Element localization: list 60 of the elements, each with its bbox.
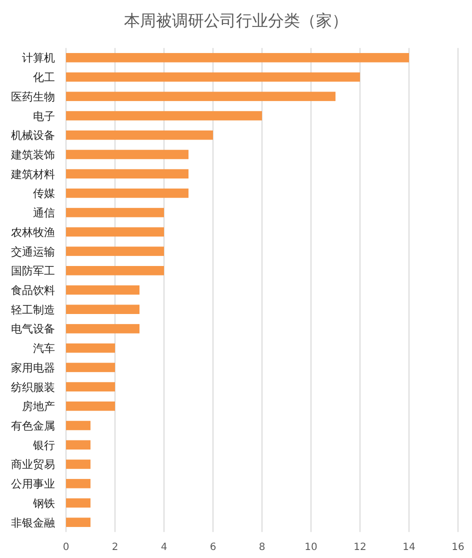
bar [66,208,164,218]
y-tick-label: 银行 [32,438,55,452]
y-tick-label: 房地产 [22,400,55,414]
bar [66,227,164,237]
y-tick-label: 化工 [33,71,55,84]
x-tick-label: 12 [354,542,366,553]
y-tick-label: 钢铁 [32,496,55,510]
bar [66,111,262,120]
bar [66,246,164,256]
y-tick-label: 轻工制造 [11,303,55,316]
x-tick-label: 8 [258,542,266,553]
y-tick-label: 计算机 [22,52,55,65]
bar [66,382,115,392]
bar [66,498,90,508]
bar [66,324,140,334]
x-tick-label: 0 [62,542,70,553]
bar [66,460,90,469]
bar [66,130,213,140]
bar [66,440,90,450]
x-tick-label: 14 [402,542,416,553]
bar [66,420,90,430]
y-tick-label: 家用电器 [11,361,55,374]
y-tick-label: 食品饮料 [11,284,55,297]
y-tick-label: 公用事业 [11,478,55,491]
bar [66,362,115,372]
bar [66,92,336,102]
bar [66,169,188,178]
bar [66,402,115,411]
y-tick-label: 汽车 [33,342,55,356]
bar [66,53,409,62]
y-tick-label: 医药生物 [11,90,55,104]
y-tick-label: 机械设备 [11,129,55,142]
x-tick-label: 6 [210,542,216,553]
x-tick-label: 10 [304,542,318,553]
bar [66,343,115,353]
y-tick-label: 电子 [33,110,55,123]
bar [66,304,140,314]
y-tick-label: 建筑装饰 [10,148,55,162]
bar [66,72,360,82]
bar [66,285,140,295]
y-tick-label: 电气设备 [11,322,55,336]
y-tick-label: 非银金融 [11,516,55,530]
y-tick-label: 通信 [33,206,55,220]
bar [66,478,90,488]
x-tick-label: 4 [160,542,168,553]
bar [66,518,90,527]
bar [66,150,188,160]
y-tick-label: 国防军工 [11,264,55,278]
chart-title: 本周被调研公司行业分类（家） [124,11,348,30]
bar [66,266,164,276]
y-tick-label: 建筑材料 [10,168,55,181]
y-tick-label: 纺织服装 [11,380,55,394]
y-tick-label: 商业贸易 [11,458,55,472]
x-tick-label: 2 [112,542,118,553]
y-tick-label: 农林牧渔 [11,226,55,239]
y-tick-label: 有色金属 [11,420,55,433]
y-tick-label: 交通运输 [11,245,55,258]
y-tick-label: 传媒 [33,187,55,200]
bar [66,188,188,198]
x-tick-label: 16 [452,542,464,553]
